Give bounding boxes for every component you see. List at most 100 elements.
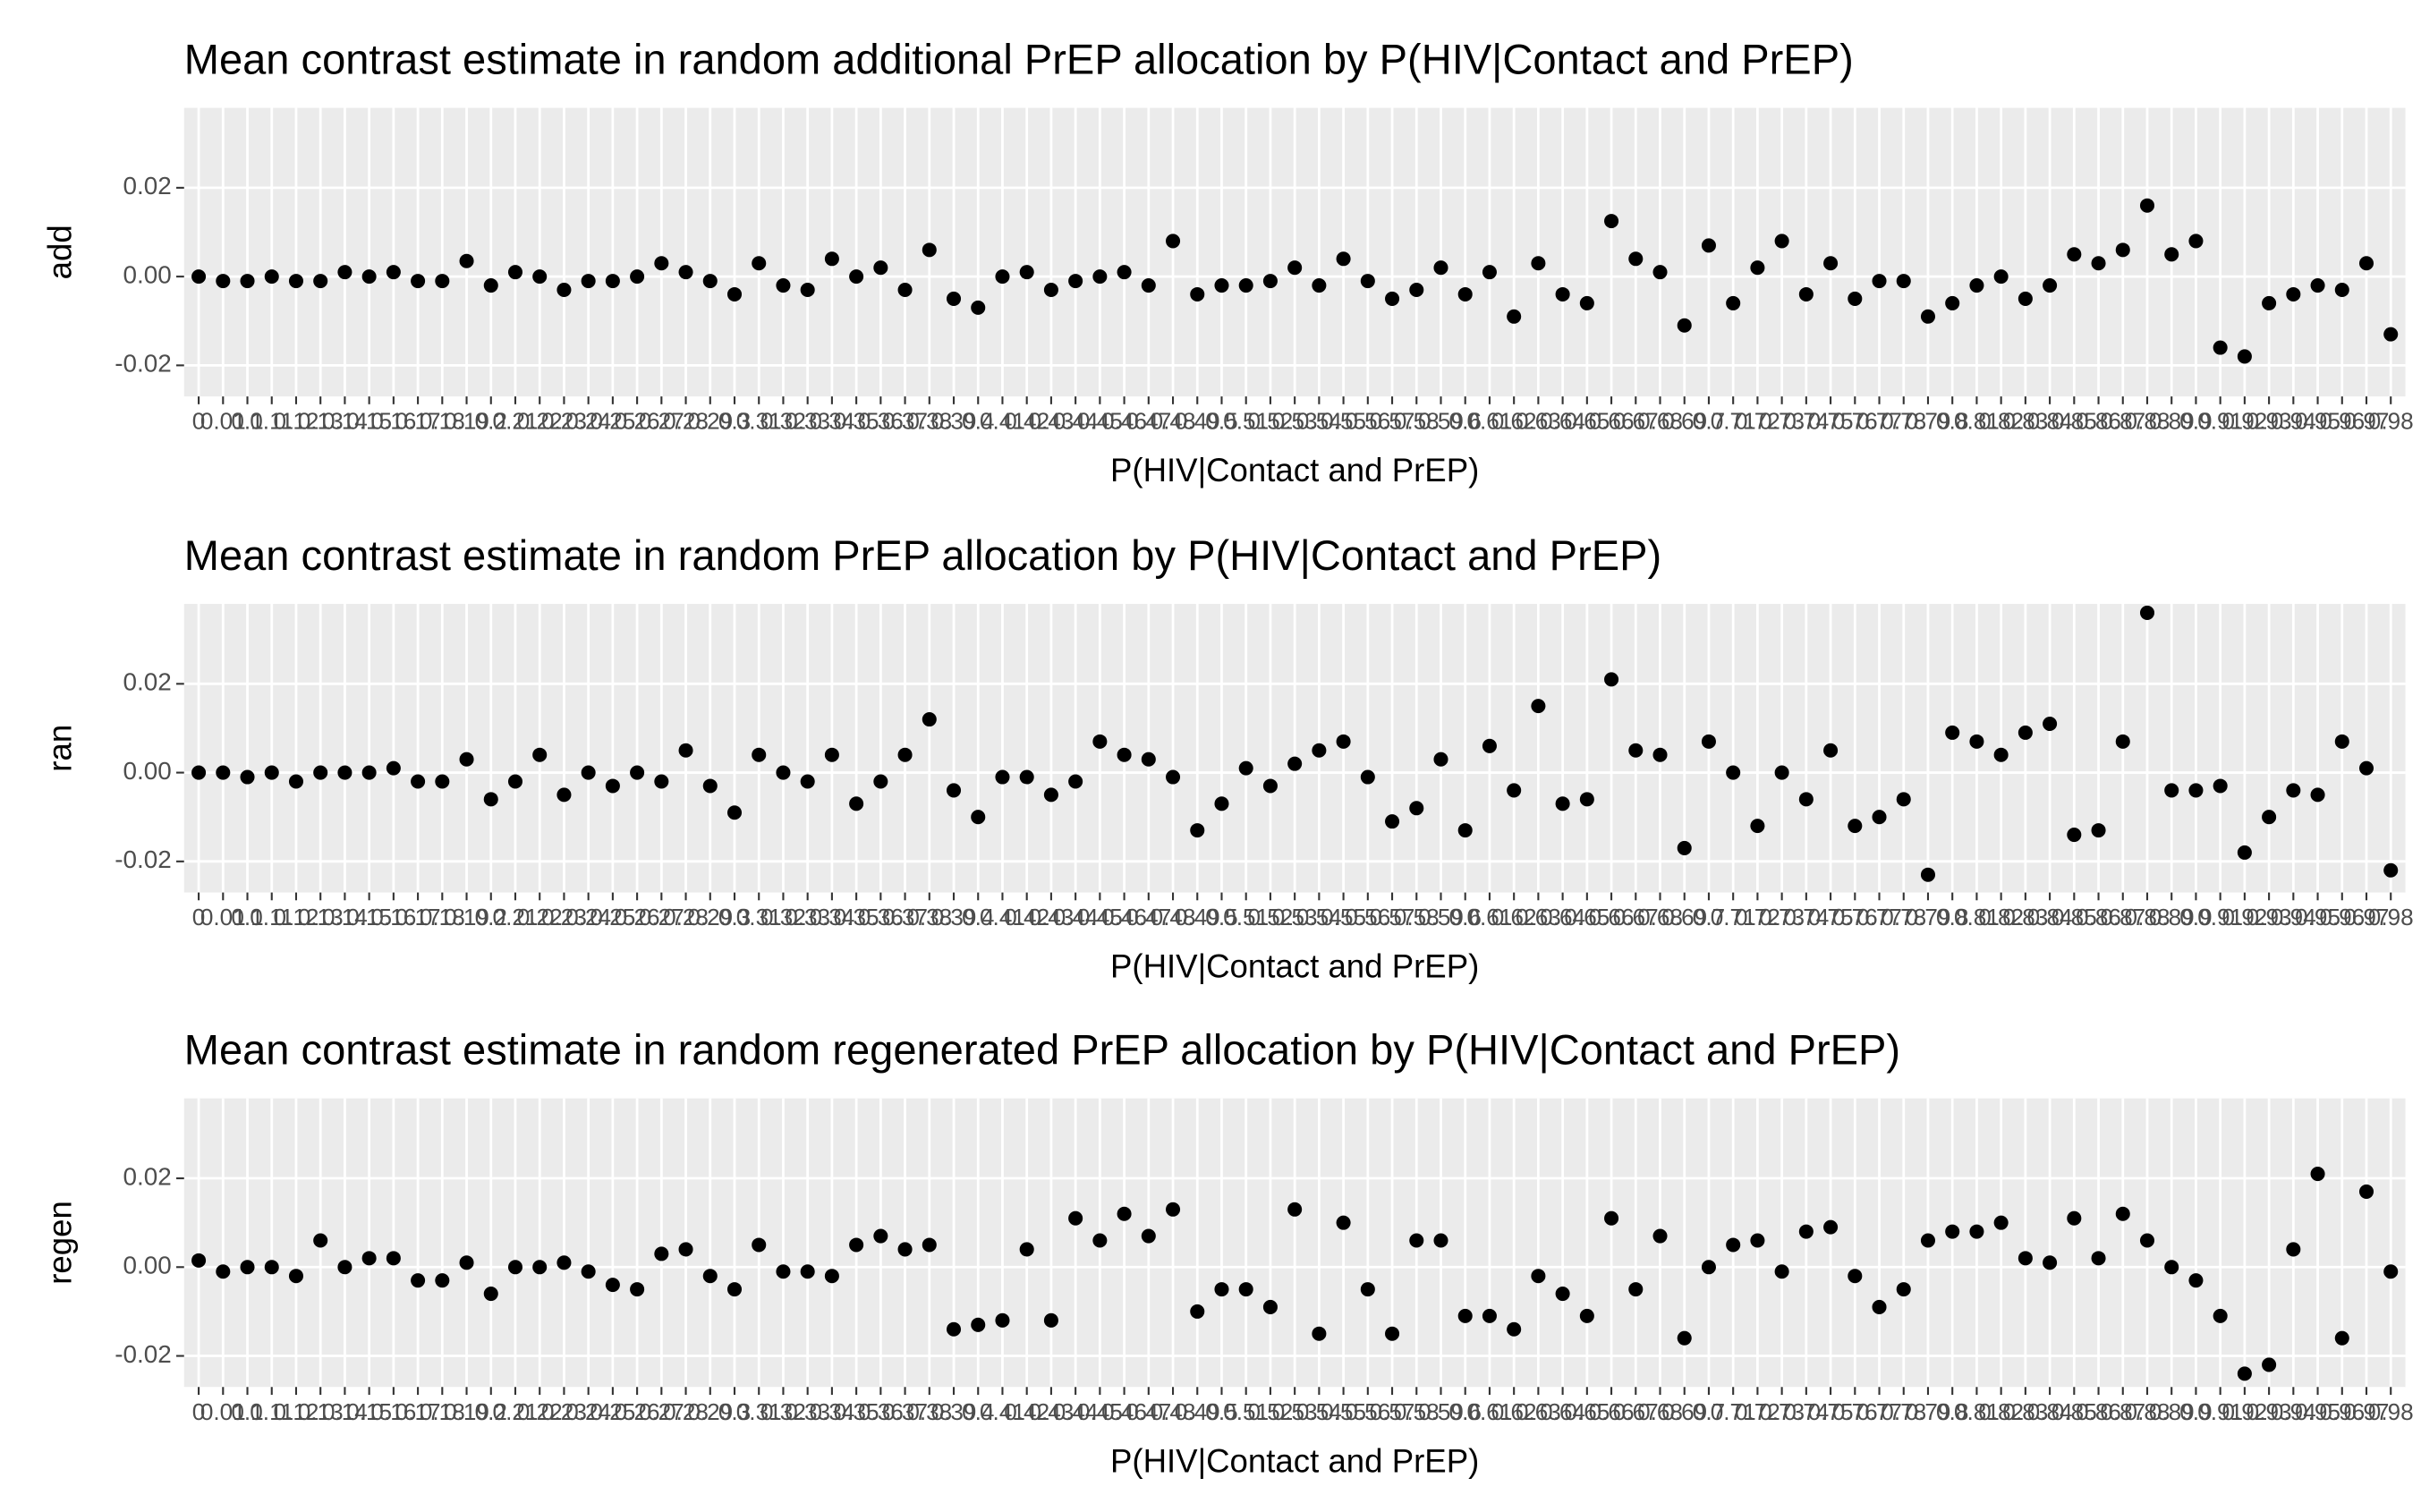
x-tick-label: 0.36: [858, 1398, 904, 1425]
x-tick-label: 0.88: [2125, 1398, 2170, 1425]
x-tick-label: 0.51: [1223, 1398, 1269, 1425]
x-tick-label: 0.89: [2149, 408, 2195, 435]
x-tick-label: 0.43: [1028, 408, 1074, 435]
point: [2262, 810, 2277, 825]
point: [1166, 1202, 1181, 1217]
point: [2188, 234, 2204, 249]
x-tick-label: 0.4: [962, 1398, 994, 1425]
x-tick-label: 0.21: [493, 904, 539, 930]
point: [630, 269, 645, 285]
point: [1117, 1206, 1132, 1221]
x-tick-label: 0.79: [1906, 904, 1951, 930]
point: [435, 1273, 450, 1288]
x-tick-label: 0.62: [1491, 904, 1537, 930]
point: [1409, 1233, 1424, 1248]
point: [2091, 823, 2106, 838]
x-tick-label: 0.16: [370, 408, 416, 435]
x-tick-label: 0.88: [2125, 904, 2170, 930]
x-tick-label: 0.49: [1175, 904, 1220, 930]
x-tick-label: 0.2: [475, 1398, 507, 1425]
point: [191, 765, 207, 780]
point: [605, 274, 620, 289]
x-tick-label: 0.17: [395, 904, 441, 930]
x-tick-label: 0.82: [1978, 1398, 2024, 1425]
point: [1677, 840, 1692, 855]
x-tick-label: 0.23: [541, 1398, 587, 1425]
x-tick-label: 0.36: [858, 904, 904, 930]
x-tick-label: 0.32: [760, 1398, 806, 1425]
x-tick-label: 0.63: [1516, 904, 1561, 930]
x-tick-label: 0.26: [615, 1398, 660, 1425]
point: [630, 765, 645, 780]
point: [337, 765, 353, 780]
x-tick-label: 0.29: [687, 904, 733, 930]
point: [1945, 725, 1960, 740]
y-tick-label: 0.02: [123, 172, 172, 200]
x-tick-label: 0.14: [322, 408, 368, 435]
point: [678, 1242, 693, 1257]
x-tick-label: 0.35: [834, 1398, 879, 1425]
point: [849, 796, 864, 811]
x-tick-label: 0.19: [444, 408, 489, 435]
point: [1774, 1264, 1789, 1279]
x-tick-label: 0.71: [1711, 1398, 1756, 1425]
x-tick-label: 0.4: [962, 408, 994, 435]
point: [361, 1251, 377, 1266]
x-tick-label: 0.64: [1540, 408, 1585, 435]
x-tick-label: 0.83: [2002, 408, 2048, 435]
x-tick-label: 0.86: [2076, 408, 2121, 435]
x-tick-label: 0.59: [1418, 408, 1464, 435]
x-tick-label: 0.67: [1613, 408, 1659, 435]
point: [752, 747, 767, 762]
x-tick-label: 0.12: [274, 1398, 319, 1425]
point: [1872, 810, 1887, 825]
x-tick-label: 0.31: [736, 1398, 782, 1425]
point: [264, 765, 279, 780]
point: [922, 712, 937, 727]
point: [2018, 725, 2033, 740]
point: [1433, 260, 1448, 276]
point: [922, 242, 937, 258]
x-tick-label: 0.86: [2076, 904, 2121, 930]
point: [1457, 286, 1473, 302]
x-tick-label: 0.28: [663, 1398, 709, 1425]
point: [1482, 265, 1497, 280]
x-tick-label: 0.49: [1175, 1398, 1220, 1425]
point: [386, 1251, 401, 1266]
point: [1043, 282, 1058, 298]
point: [2334, 1330, 2349, 1346]
x-tick-label: 0.78: [1881, 904, 1926, 930]
point: [216, 274, 231, 289]
x-tick-label: 0.46: [1101, 1398, 1147, 1425]
point: [532, 269, 548, 285]
x-tick-label: 0.24: [565, 408, 611, 435]
x-tick-label: 0.3: [718, 904, 751, 930]
point: [946, 1321, 962, 1337]
point: [1019, 265, 1034, 280]
point: [1555, 796, 1570, 811]
point: [459, 1255, 474, 1270]
x-tick-label: 0.91: [2197, 904, 2243, 930]
point: [726, 805, 743, 820]
point: [1166, 769, 1181, 785]
x-tick-label: 0.89: [2149, 904, 2195, 930]
x-tick-label: 0.2: [475, 904, 507, 930]
point: [1287, 260, 1303, 276]
point: [2188, 1273, 2204, 1288]
point: [1092, 1233, 1108, 1248]
x-tick-label: 0.89: [2149, 1398, 2195, 1425]
point: [2115, 242, 2130, 258]
x-tick-label: 0.73: [1759, 1398, 1805, 1425]
x-tick-label: 0.76: [1832, 904, 1878, 930]
x-tick-label: 0.34: [809, 1398, 854, 1425]
point: [776, 278, 791, 293]
x-tick-label: 0.73: [1759, 904, 1805, 930]
x-tick-label: 0.6: [1449, 408, 1482, 435]
point: [849, 269, 864, 285]
x-tick-label: 0.52: [1247, 408, 1293, 435]
x-tick-label: 0.72: [1735, 408, 1780, 435]
point: [2018, 1251, 2033, 1266]
x-tick-label: 0.57: [1370, 408, 1415, 435]
point: [630, 1282, 645, 1297]
